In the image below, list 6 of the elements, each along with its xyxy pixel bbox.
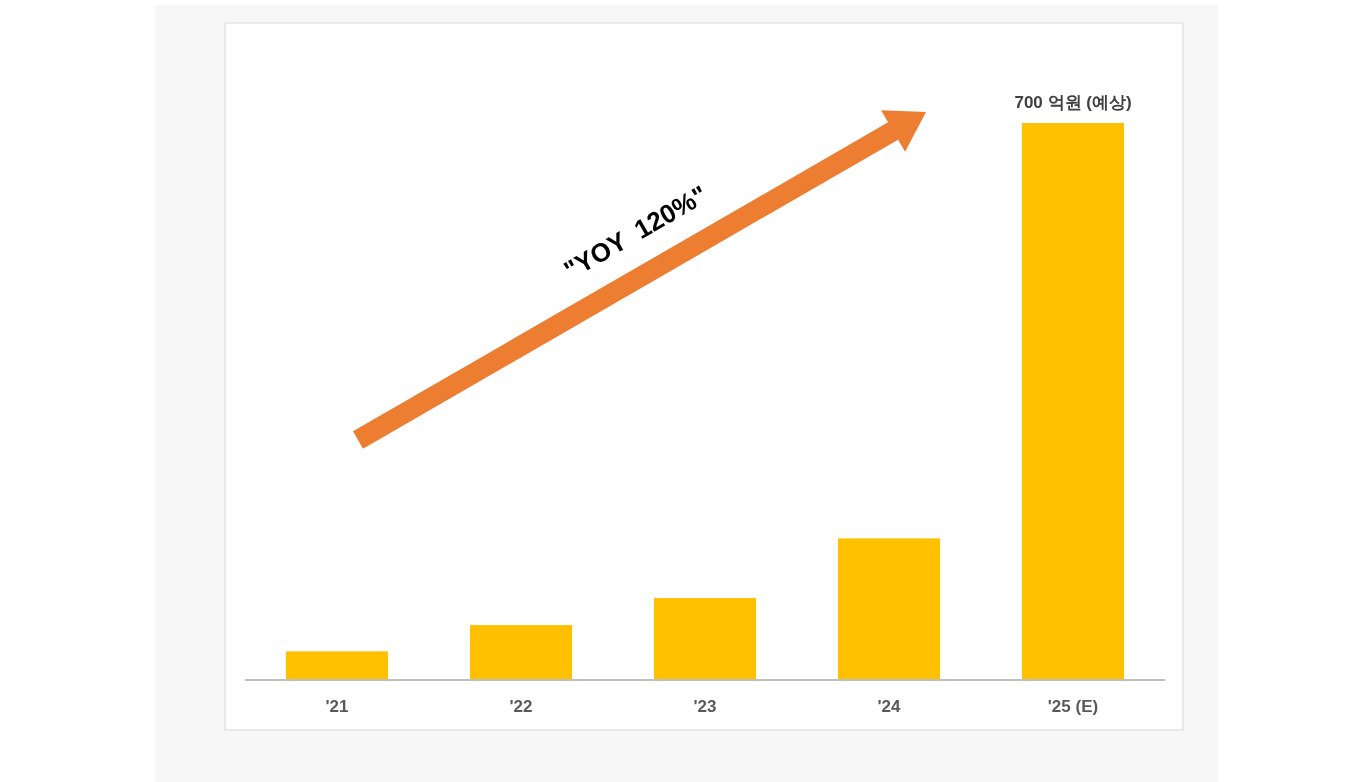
x-tick-label: '24: [877, 697, 902, 716]
x-tick-label: '22: [509, 697, 533, 716]
x-tick-label: '23: [693, 697, 717, 716]
x-tick-label: '21: [325, 697, 349, 716]
data-label: 700 억원 (예상): [1014, 93, 1132, 112]
x-tick-label: '25 (E): [1047, 697, 1099, 716]
